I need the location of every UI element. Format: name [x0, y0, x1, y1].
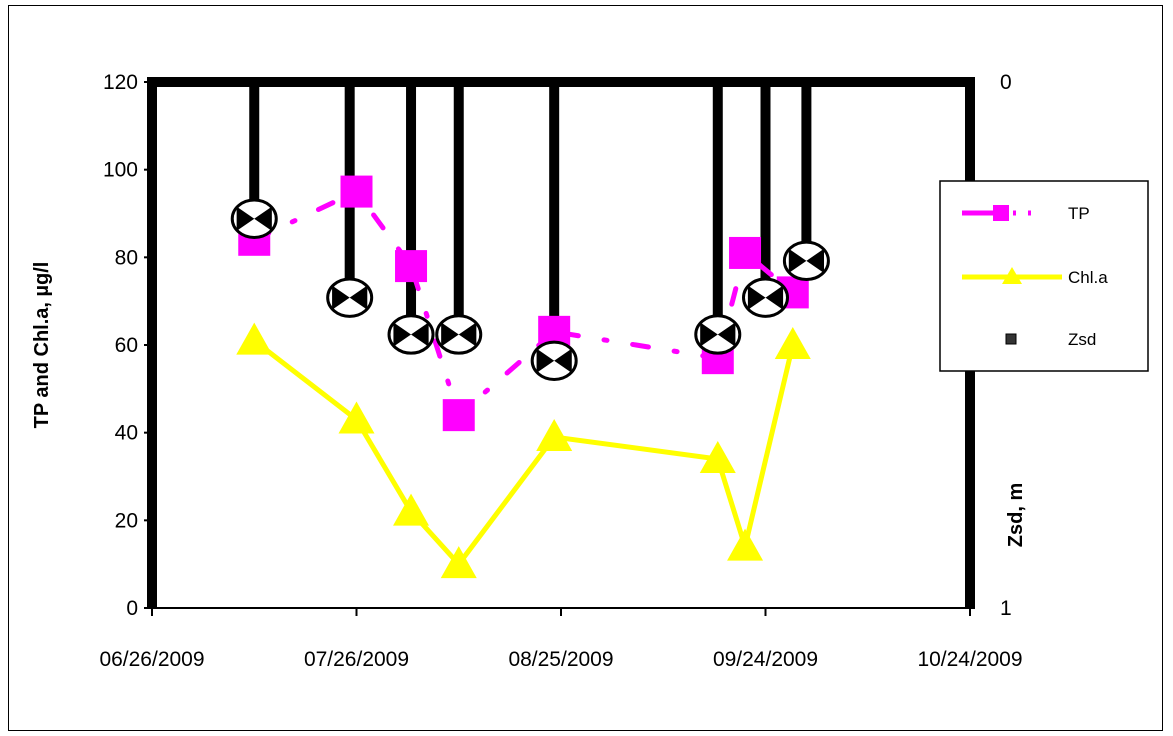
tick-labels: 0 20 40 60 80 100 120 0 1 06/26/2009 07/26/2009 08/… [99, 71, 1022, 671]
legend-swatch-marker [993, 205, 1009, 221]
y-tick-label: 60 [115, 334, 138, 357]
tp-marker [729, 236, 762, 269]
tp-marker [340, 175, 373, 208]
legend-label: TP [1068, 204, 1090, 223]
zsd-marker [694, 314, 742, 355]
chart-frame [8, 5, 1163, 731]
tp-marker [442, 399, 475, 432]
chla-marker [699, 440, 736, 473]
y2-tick-label: 1 [1000, 597, 1012, 620]
tp-marker [395, 250, 428, 283]
zsd-drop-bars [249, 82, 812, 361]
zsd-marker [530, 340, 578, 381]
y-tick-label: 100 [103, 159, 138, 182]
zsd-marker [435, 314, 483, 355]
x-tick-label: 07/26/2009 [304, 648, 409, 671]
chla-marker [536, 419, 573, 452]
x-tick-label: 10/24/2009 [917, 648, 1022, 671]
chla-marker [338, 401, 375, 434]
legend-item-tp: TP [962, 204, 1090, 223]
y-tick-label: 20 [115, 509, 138, 532]
y-tick-label: 120 [103, 71, 138, 94]
legend-item-zsd: Zsd [1005, 330, 1096, 349]
chla-series-line [252, 338, 796, 569]
x-tick-label: 09/24/2009 [713, 648, 818, 671]
legend-label: Zsd [1068, 330, 1096, 349]
y-tick-label: 0 [126, 597, 138, 620]
y-tick-label: 80 [115, 246, 138, 269]
series-markers [230, 175, 830, 579]
tp-series-line [251, 188, 796, 420]
chla-marker [393, 493, 430, 526]
chla-marker [440, 546, 477, 579]
legend-swatch-marker [1005, 333, 1017, 345]
x-tick-label: 08/25/2009 [508, 648, 613, 671]
legend-label: Chl.a [1068, 268, 1108, 287]
legend-swatch-marker [1002, 267, 1022, 284]
y2-tick-label: 0 [1000, 71, 1012, 94]
y2-axis-title: Zsd, m [1005, 483, 1027, 547]
legend-item-chl-a: Chl.a [962, 267, 1108, 287]
x-tick-label: 06/26/2009 [99, 648, 204, 671]
zsd-marker [326, 277, 374, 318]
chla-marker [236, 322, 273, 355]
y-axis-title: TP and Chl.a, µg/l [31, 262, 53, 429]
zsd-marker [742, 277, 789, 318]
zsd-marker [782, 240, 830, 282]
series-lines [251, 188, 796, 569]
zsd-marker [230, 198, 278, 239]
zsd-marker [387, 314, 435, 355]
legend: TP Chl.a Zsd [939, 180, 1149, 372]
chla-marker [774, 327, 811, 359]
chla-marker [727, 528, 764, 561]
y-tick-label: 40 [115, 422, 138, 445]
